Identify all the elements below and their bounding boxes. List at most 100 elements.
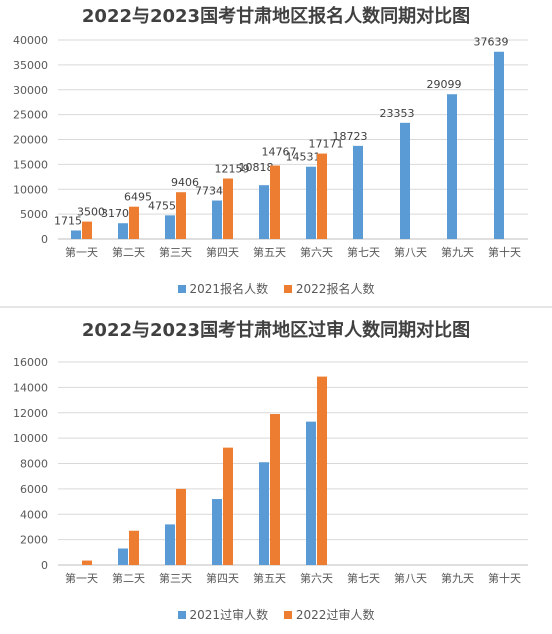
y-tick-label: 4000 xyxy=(20,508,48,521)
data-label: 3170 xyxy=(101,207,129,220)
x-tick-label: 第十天 xyxy=(488,571,521,585)
chart-title: 2022与2023国考甘肃地区报名人数同期对比图 xyxy=(81,6,471,27)
x-tick-label: 第五天 xyxy=(253,245,286,259)
data-label: 18723 xyxy=(333,130,368,143)
x-tick-label: 第八天 xyxy=(394,245,427,259)
x-tick-label: 第七天 xyxy=(347,245,380,259)
data-label: 23353 xyxy=(380,107,415,120)
x-tick-label: 第四天 xyxy=(206,245,239,259)
y-tick-label: 0 xyxy=(41,559,48,572)
y-tick-label: 5000 xyxy=(20,208,48,221)
bar-series-a xyxy=(447,94,457,239)
bar-series-a xyxy=(212,200,222,239)
y-tick-label: 14000 xyxy=(13,381,48,394)
y-tick-label: 35000 xyxy=(13,59,48,72)
legend-swatch-blue xyxy=(177,610,186,619)
chart-legend: 2021报名人数 2022报名人数 xyxy=(0,280,552,297)
x-tick-label: 第六天 xyxy=(300,245,333,259)
x-tick-label: 第一天 xyxy=(65,571,98,585)
x-tick-label: 第二天 xyxy=(112,571,145,585)
legend-item-2022: 2022过审人数 xyxy=(283,606,375,623)
legend-item-2021: 2021过审人数 xyxy=(177,606,269,623)
legend-item-2022: 2022报名人数 xyxy=(283,280,375,297)
data-label: 14767 xyxy=(262,146,297,159)
legend-label: 2021报名人数 xyxy=(189,282,269,296)
x-tick-label: 第二天 xyxy=(112,245,145,259)
bar-series-b xyxy=(129,530,139,565)
data-label: 4755 xyxy=(148,199,176,212)
bar-series-a xyxy=(165,215,175,239)
bar-series-a xyxy=(400,122,410,239)
data-label: 14531 xyxy=(286,151,321,164)
legend-item-2021: 2021报名人数 xyxy=(177,280,269,297)
bar-series-a xyxy=(306,421,316,565)
legend-swatch-orange xyxy=(283,610,292,619)
y-tick-label: 0 xyxy=(41,233,48,246)
legend-swatch-orange xyxy=(283,284,292,293)
legend-label: 2022过审人数 xyxy=(295,608,375,622)
x-tick-label: 第七天 xyxy=(347,571,380,585)
review-chart-panel: 2022与2023国考甘肃地区过审人数同期对比图 0 2000 4000 6000 80… xyxy=(0,308,552,634)
legend-swatch-blue xyxy=(177,284,186,293)
y-tick-label: 6000 xyxy=(20,483,48,496)
review-bar-chart: 0 2000 4000 6000 8000 10000 12000 14000 16000 第一天… xyxy=(13,356,528,585)
y-tick-label: 15000 xyxy=(13,158,48,171)
bar-series-a xyxy=(212,499,222,565)
panel-divider xyxy=(0,306,552,309)
data-label: 1715 xyxy=(54,214,82,227)
data-label: 12159 xyxy=(215,163,250,176)
data-label: 17171 xyxy=(309,138,344,151)
bar-series-a xyxy=(71,230,81,239)
bar-series-a xyxy=(306,166,316,239)
y-tick-label: 8000 xyxy=(20,458,48,471)
x-tick-label: 第一天 xyxy=(65,245,98,259)
x-tick-label: 第九天 xyxy=(441,245,474,259)
x-tick-label: 第五天 xyxy=(253,571,286,585)
y-tick-label: 25000 xyxy=(13,109,48,122)
chart-title: 2022与2023国考甘肃地区过审人数同期对比图 xyxy=(81,320,471,341)
bar-series-a xyxy=(165,524,175,565)
data-label: 9406 xyxy=(171,176,199,189)
bar-series-b xyxy=(317,153,327,239)
x-tick-label: 第八天 xyxy=(394,571,427,585)
y-tick-label: 2000 xyxy=(20,534,48,547)
x-tick-label: 第三天 xyxy=(159,245,192,259)
y-tick-label: 16000 xyxy=(13,356,48,369)
legend-label: 2021过审人数 xyxy=(189,608,269,622)
data-label: 10818 xyxy=(239,161,274,174)
bar-series-a xyxy=(118,223,128,239)
registration-chart-panel: 2022与2023国考甘肃地区报名人数同期对比图 0 5000 10000 15000… xyxy=(0,0,552,308)
y-tick-label: 10000 xyxy=(13,183,48,196)
data-label: 7734 xyxy=(195,185,223,198)
bar-series-b xyxy=(129,206,139,239)
bar-series-b xyxy=(82,221,92,239)
x-tick-label: 第六天 xyxy=(300,571,333,585)
bar-series-b xyxy=(223,447,233,565)
bar-series-a xyxy=(353,145,363,239)
registration-bar-chart: 0 5000 10000 15000 20000 25000 30000 35000 40000… xyxy=(13,34,528,259)
bar-series-a xyxy=(259,185,269,239)
y-tick-label: 20000 xyxy=(13,134,48,147)
bar-series-a xyxy=(118,548,128,565)
data-label: 3500 xyxy=(77,206,105,219)
data-label: 37639 xyxy=(474,36,509,49)
bar-series-b xyxy=(317,376,327,565)
x-tick-label: 第四天 xyxy=(206,571,239,585)
legend-label: 2022报名人数 xyxy=(295,282,375,296)
bar-series-b xyxy=(176,488,186,565)
chart-legend: 2021过审人数 2022过审人数 xyxy=(0,606,552,623)
bar-series-b xyxy=(270,414,280,565)
bar-series-b xyxy=(82,560,92,565)
y-tick-label: 12000 xyxy=(13,407,48,420)
x-tick-label: 第九天 xyxy=(441,571,474,585)
y-tick-label: 10000 xyxy=(13,432,48,445)
bar-series-a xyxy=(494,51,504,240)
bar-series-b xyxy=(176,192,186,239)
bar-series-a xyxy=(259,462,269,565)
data-label: 29099 xyxy=(427,78,462,91)
bar-series-b xyxy=(223,178,233,239)
bar-series-b xyxy=(270,165,280,239)
data-label: 6495 xyxy=(124,191,152,204)
y-tick-label: 40000 xyxy=(13,34,48,47)
x-tick-label: 第三天 xyxy=(159,571,192,585)
